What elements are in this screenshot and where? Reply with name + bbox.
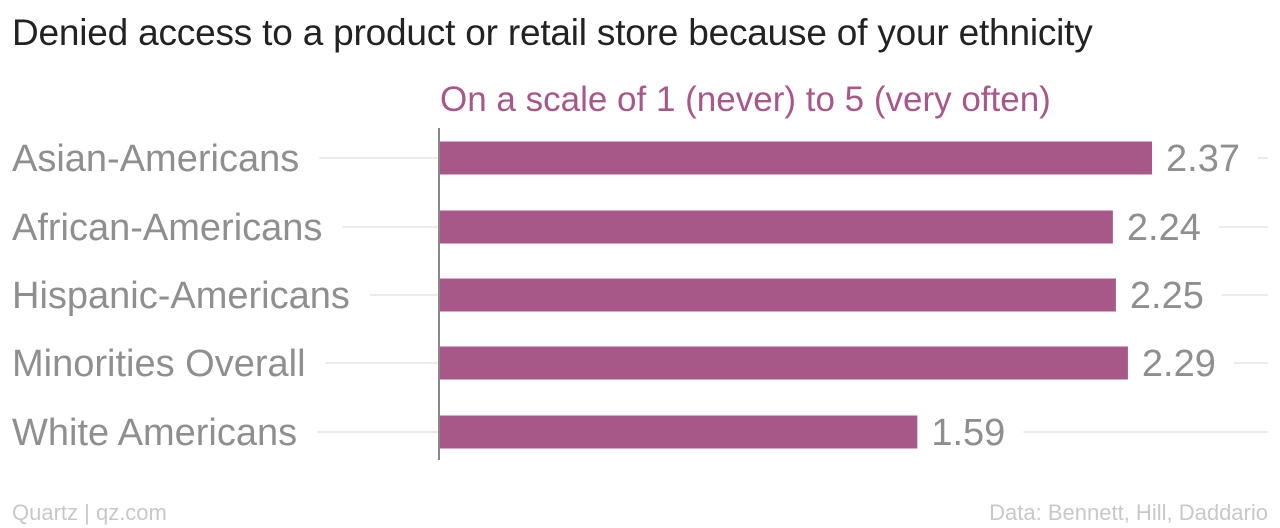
value-label: 2.29 [1142,343,1216,385]
chart-title: Denied access to a product or retail sto… [12,12,1093,53]
bar [439,141,1152,175]
bar [439,278,1116,312]
category-label: Hispanic-Americans [12,275,350,317]
chart-subtitle: On a scale of 1 (never) to 5 (very often… [440,80,1051,119]
value-label: 2.37 [1166,138,1240,180]
bar [439,415,918,449]
bar [439,210,1113,244]
category-label: White Americans [12,412,297,454]
footer-credit: Quartz | qz.com [12,500,167,525]
footer-source: Data: Bennett, Hill, Daddario [989,500,1268,525]
bar [439,346,1128,380]
value-label: 1.59 [931,412,1005,454]
category-label: Asian-Americans [12,138,299,180]
category-label: African-Americans [12,207,322,249]
category-label: Minorities Overall [12,343,306,385]
value-label: 2.24 [1127,207,1201,249]
value-label: 2.25 [1130,275,1204,317]
